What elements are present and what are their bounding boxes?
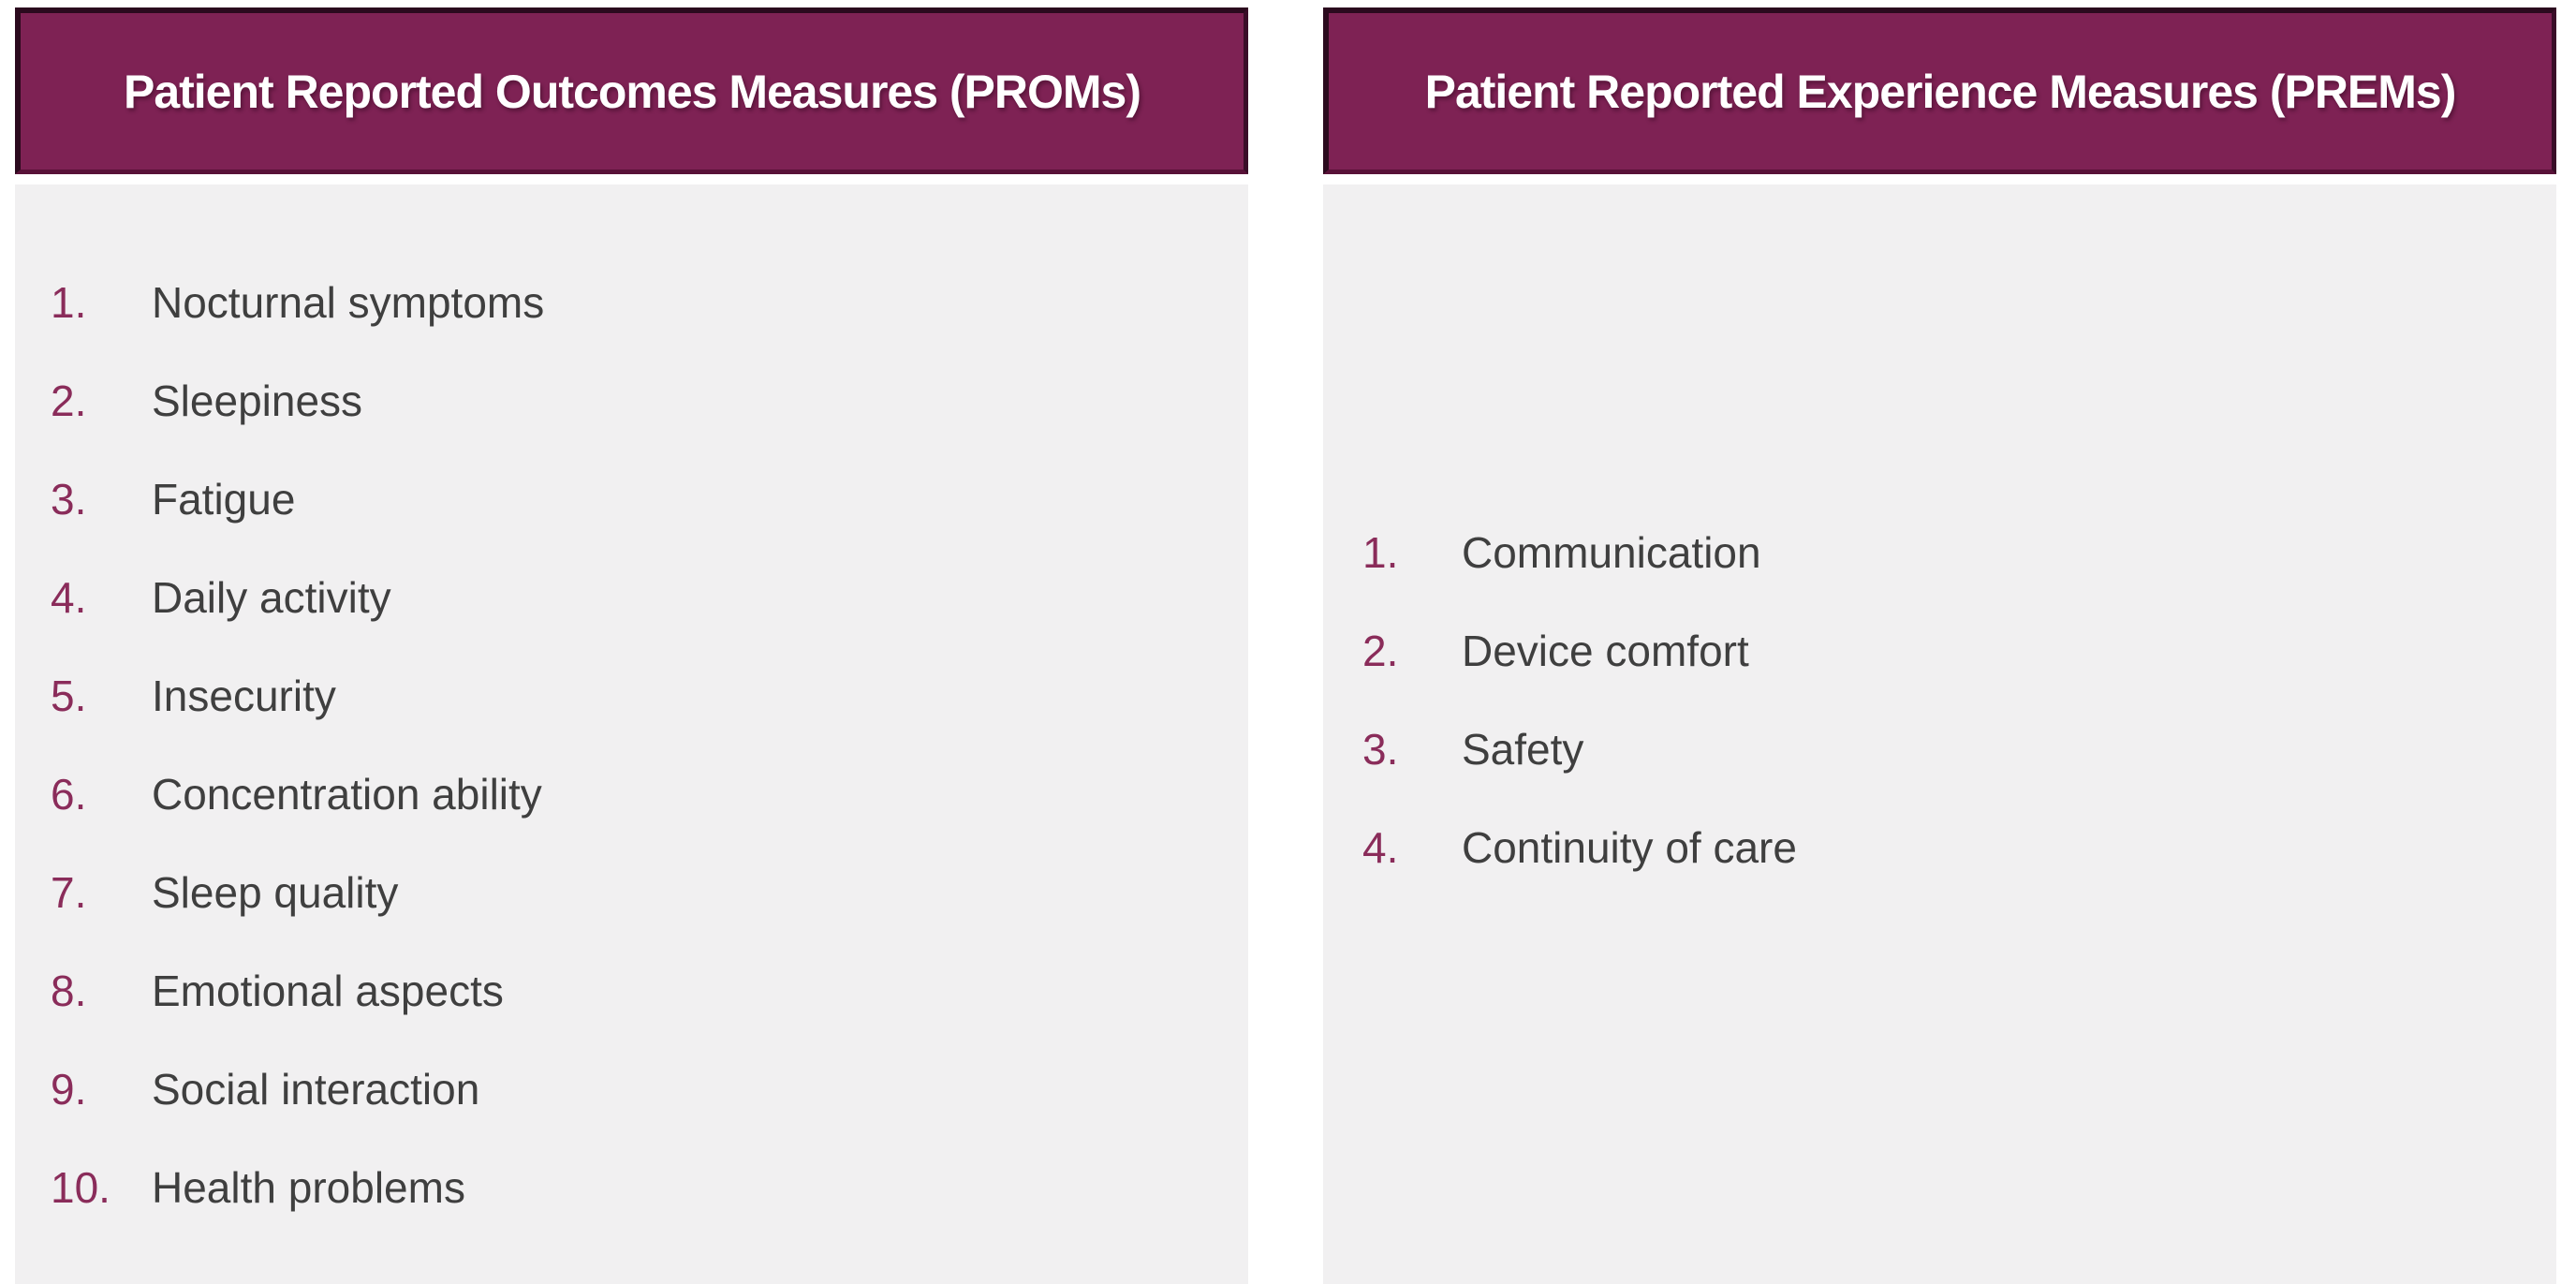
item-number: 4. <box>1362 823 1399 872</box>
list-item: 2. Device comfort <box>1362 625 2556 723</box>
proms-header: Patient Reported Outcomes Measures (PROM… <box>15 7 1248 174</box>
item-number: 10. <box>51 1163 110 1212</box>
item-label: Concentration ability <box>152 770 542 819</box>
list-item: 4. Continuity of care <box>1362 821 2556 920</box>
list-item: 4. Daily activity <box>51 571 1248 670</box>
list-item: 3. Safety <box>1362 723 2556 821</box>
item-label: Sleepiness <box>152 376 363 425</box>
item-number: 1. <box>1362 528 1399 577</box>
proms-list: 1. Nocturnal symptoms 2. Sleepiness 3. F… <box>15 184 1248 1260</box>
list-item: 3. Fatigue <box>51 473 1248 571</box>
proms-body: 1. Nocturnal symptoms 2. Sleepiness 3. F… <box>15 184 1248 1284</box>
list-item: 2. Sleepiness <box>51 375 1248 473</box>
item-number: 1. <box>51 278 87 327</box>
item-number: 5. <box>51 672 87 720</box>
item-number: 7. <box>51 868 87 917</box>
item-label: Daily activity <box>152 573 391 622</box>
item-number: 4. <box>51 573 87 622</box>
item-label: Insecurity <box>152 672 336 720</box>
list-item: 5. Insecurity <box>51 670 1248 768</box>
proms-panel: Patient Reported Outcomes Measures (PROM… <box>15 7 1248 1284</box>
item-number: 8. <box>51 967 87 1015</box>
item-number: 3. <box>51 475 87 524</box>
list-item: 9. Social interaction <box>51 1063 1248 1161</box>
list-item: 8. Emotional aspects <box>51 965 1248 1063</box>
item-label: Sleep quality <box>152 868 399 917</box>
item-number: 2. <box>1362 627 1399 675</box>
list-item: 1. Nocturnal symptoms <box>51 276 1248 375</box>
item-label: Continuity of care <box>1462 823 1797 872</box>
item-label: Social interaction <box>152 1065 480 1114</box>
proms-title: Patient Reported Outcomes Measures (PROM… <box>123 65 1141 118</box>
item-label: Fatigue <box>152 475 296 524</box>
list-item: 1. Communication <box>1362 526 2556 625</box>
prems-header: Patient Reported Experience Measures (PR… <box>1323 7 2556 174</box>
item-number: 9. <box>51 1065 87 1114</box>
list-item: 10. Health problems <box>51 1161 1248 1260</box>
prems-title: Patient Reported Experience Measures (PR… <box>1424 65 2457 118</box>
list-item: 6. Concentration ability <box>51 768 1248 866</box>
list-item: 7. Sleep quality <box>51 866 1248 965</box>
item-label: Nocturnal symptoms <box>152 278 545 327</box>
prems-panel: Patient Reported Experience Measures (PR… <box>1323 7 2556 1284</box>
item-number: 3. <box>1362 725 1399 774</box>
item-number: 6. <box>51 770 87 819</box>
item-label: Health problems <box>152 1163 465 1212</box>
item-label: Communication <box>1462 528 1761 577</box>
item-number: 2. <box>51 376 87 425</box>
item-label: Emotional aspects <box>152 967 504 1015</box>
item-label: Device comfort <box>1462 627 1749 675</box>
item-label: Safety <box>1462 725 1584 774</box>
prems-list: 1. Communication 2. Device comfort 3. Sa… <box>1323 184 2556 920</box>
prems-body: 1. Communication 2. Device comfort 3. Sa… <box>1323 184 2556 1284</box>
